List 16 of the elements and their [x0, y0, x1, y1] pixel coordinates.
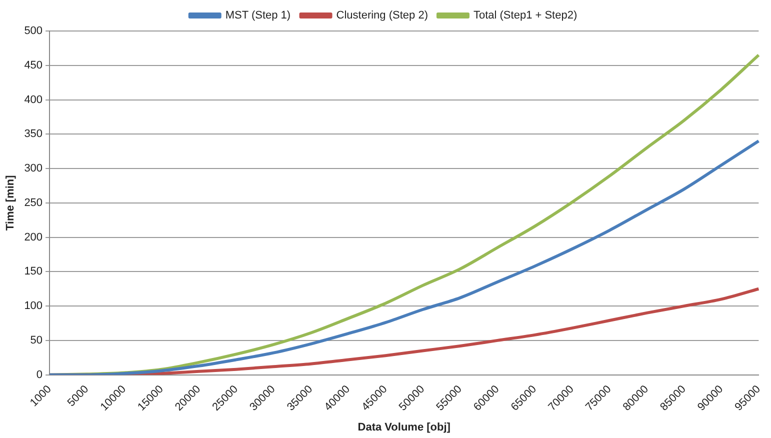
- legend-label: MST (Step 1): [225, 10, 291, 22]
- y-axis-title: Time [min]: [4, 174, 17, 231]
- y-tick-label: 450: [24, 59, 43, 72]
- legend-label: Clustering (Step 2): [336, 10, 428, 22]
- x-axis-title: Data Volume [obj]: [358, 421, 451, 434]
- y-tick-label: 200: [24, 231, 43, 244]
- y-tick-label: 350: [24, 128, 43, 140]
- y-tick-label: 500: [24, 25, 43, 38]
- y-tick-label: 0: [36, 368, 43, 381]
- y-tick-label: 150: [24, 266, 43, 278]
- y-tick-label: 100: [24, 300, 43, 312]
- y-tick-label: 300: [24, 162, 43, 175]
- y-tick-label: 400: [24, 94, 43, 106]
- y-tick-label: 250: [24, 196, 43, 209]
- y-tick-label: 50: [30, 334, 43, 346]
- legend-label: Total (Step1 + Step2): [473, 10, 578, 22]
